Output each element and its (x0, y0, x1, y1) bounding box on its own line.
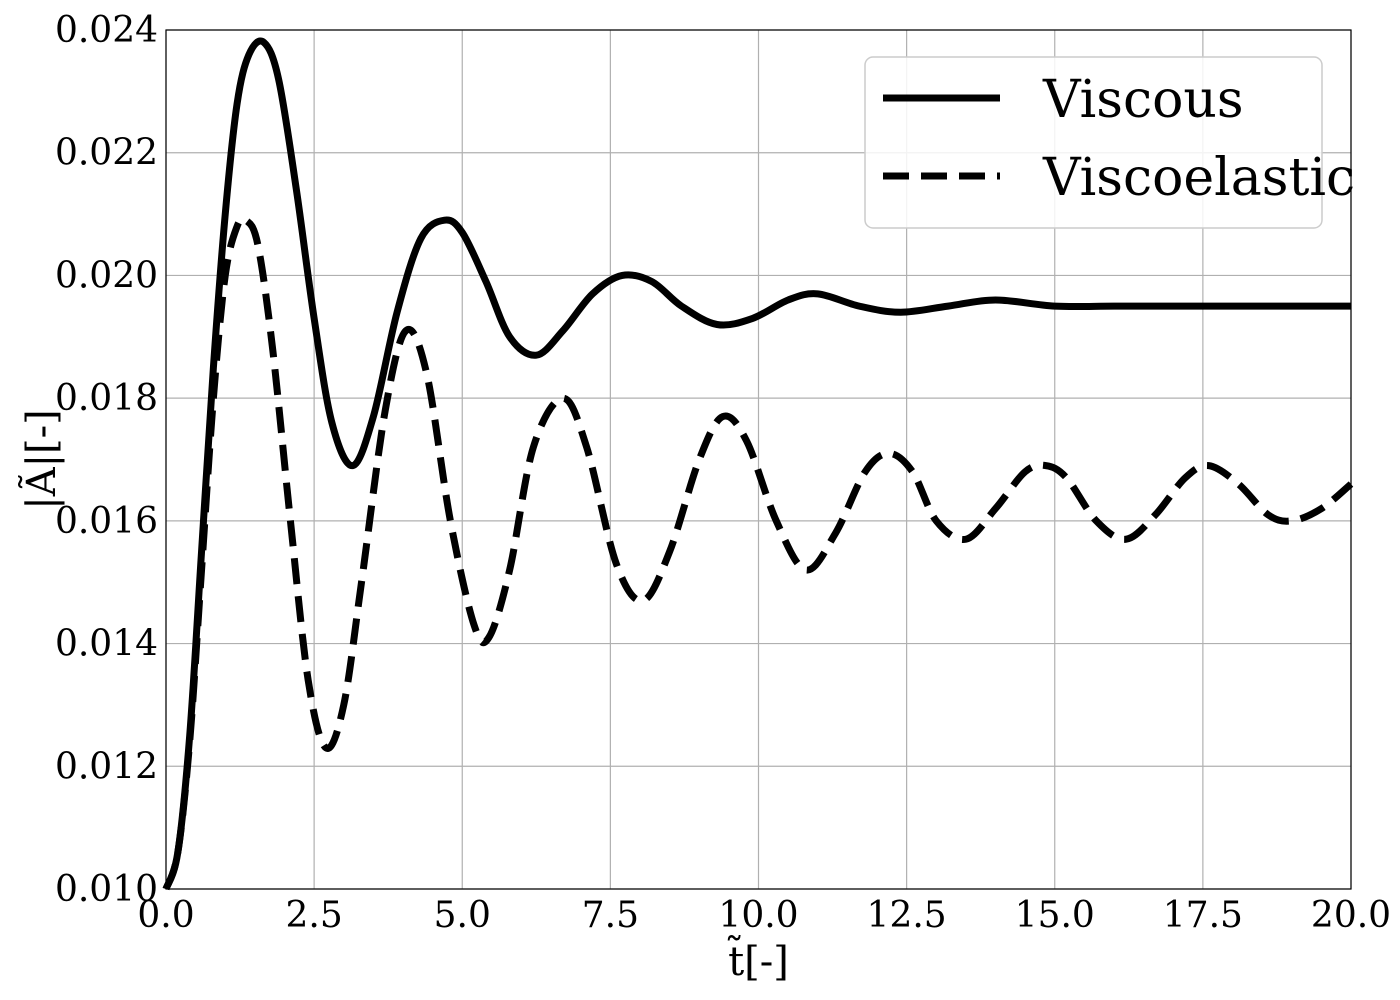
x-axis-label: t̃[-] (727, 935, 789, 985)
y-tick-label: 0.016 (55, 501, 158, 542)
x-tick-label: 5.0 (434, 895, 491, 936)
x-tick-label: 20.0 (1311, 895, 1391, 936)
x-tick-label: 7.5 (582, 895, 639, 936)
plot-frame (165, 29, 1352, 890)
legend: Viscous Viscoelastic (864, 56, 1355, 229)
series-line-viscous (162, 37, 1351, 891)
tick-labels: 0.0 2.5 5.0 7.5 10.0 12.5 15.0 17.5 20.0 0.010 0.0… (55, 10, 1391, 936)
series-layer (162, 37, 1354, 891)
y-tick-label: 0.012 (55, 746, 158, 787)
x-tick-label: 0.0 (137, 895, 194, 936)
x-tick-label: 12.5 (867, 895, 947, 936)
legend-label-viscous: Viscous (1042, 70, 1244, 130)
series-line-viscoelastic (162, 214, 1354, 891)
y-tick-label: 0.024 (55, 10, 158, 51)
y-tick-label: 0.018 (55, 378, 158, 419)
x-tick-label: 17.5 (1163, 895, 1243, 936)
y-tick-label: 0.020 (55, 255, 158, 296)
x-tick-label: 15.0 (1015, 895, 1095, 936)
x-tick-label: 2.5 (285, 895, 342, 936)
y-axis-label: |Ã|[-] (18, 409, 65, 510)
legend-label-viscoelastic: Viscoelastic (1042, 148, 1355, 208)
y-tick-label: 0.022 (55, 133, 158, 174)
y-tick-label: 0.010 (55, 869, 158, 910)
y-tick-label: 0.014 (55, 624, 158, 665)
x-tick-label: 10.0 (718, 895, 798, 936)
